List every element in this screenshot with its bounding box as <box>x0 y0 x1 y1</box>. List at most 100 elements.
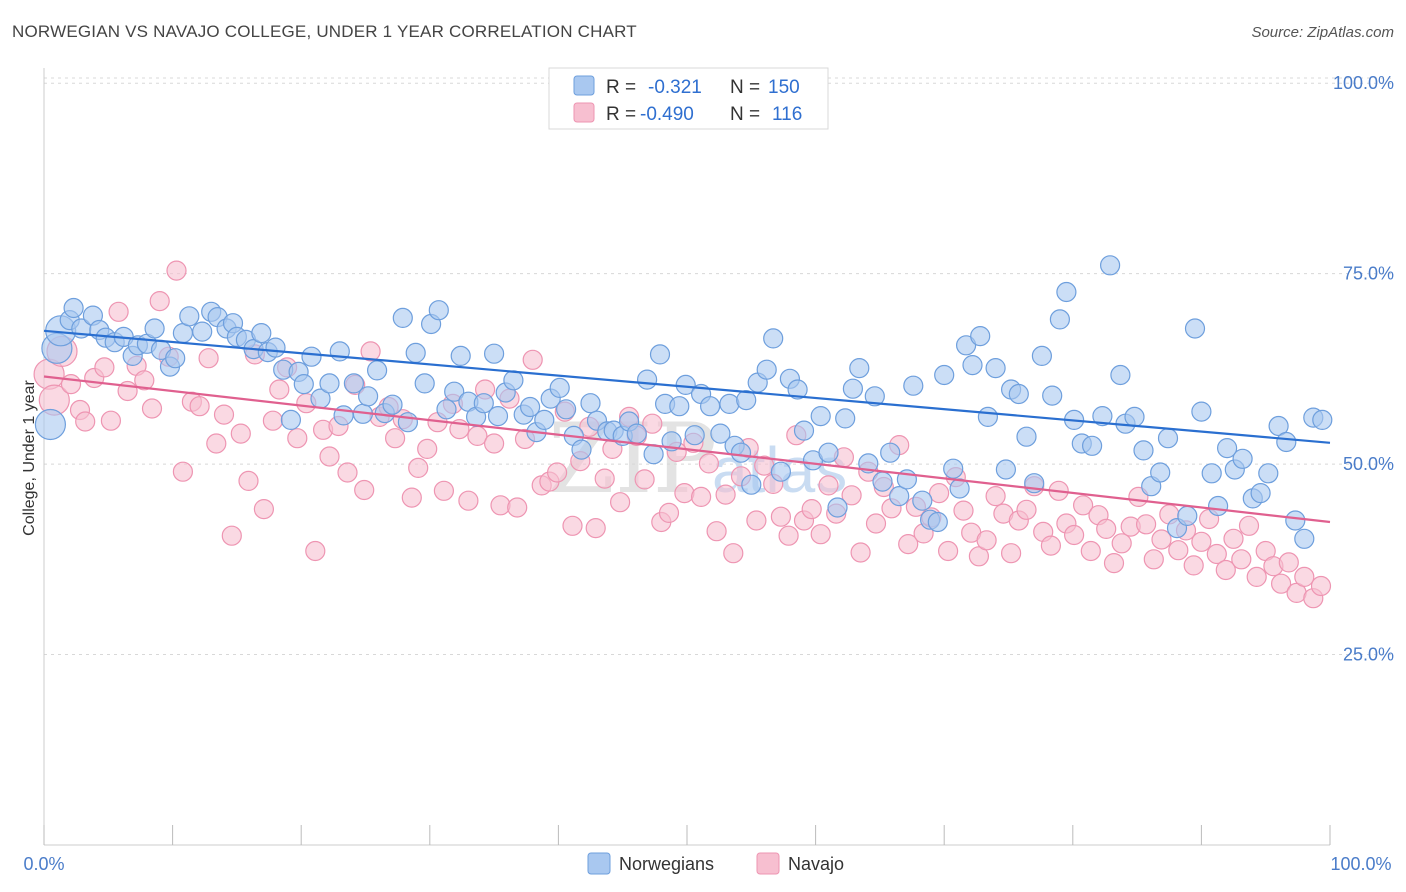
point-navajo-97 <box>818 475 839 496</box>
point-norwegians-150 <box>1191 401 1212 422</box>
point-norwegians-109 <box>864 386 885 407</box>
point-navajo-95 <box>801 499 822 520</box>
y-tick-label-75: 75.0% <box>1343 264 1394 284</box>
point-norwegians-118 <box>934 364 955 386</box>
point-navajo-17 <box>172 461 193 482</box>
point-navajo-111 <box>928 483 950 504</box>
point-norwegians-79 <box>643 444 664 465</box>
point-navajo-120 <box>1000 543 1022 564</box>
point-navajo-28 <box>262 410 283 431</box>
point-navajo-37 <box>337 462 358 483</box>
point-navajo-143 <box>1183 555 1204 576</box>
point-navajo-149 <box>1231 549 1252 570</box>
point-navajo-147 <box>1215 559 1236 581</box>
point-navajo-107 <box>898 533 919 555</box>
point-norwegians-134 <box>1056 281 1077 303</box>
point-norwegians-85 <box>684 425 705 446</box>
point-navajo-91 <box>770 506 792 527</box>
point-norwegians-17 <box>165 348 186 369</box>
bottom-legend-swatch-navajo <box>756 852 780 875</box>
point-navajo-20 <box>198 348 219 369</box>
point-navajo-125 <box>1040 535 1062 556</box>
point-navajo-154 <box>1270 573 1292 594</box>
point-navajo-139 <box>1151 529 1172 550</box>
point-norwegians-89 <box>719 393 740 414</box>
point-navajo-132 <box>1096 518 1117 540</box>
point-navajo-118 <box>985 486 1006 507</box>
point-navajo-81 <box>690 486 712 507</box>
point-navajo-7 <box>94 357 115 378</box>
point-norwegians-142 <box>1124 406 1145 427</box>
point-navajo-40 <box>360 341 381 362</box>
point-navajo-55 <box>484 433 505 454</box>
point-navajo-16 <box>166 260 187 281</box>
point-norwegians-43 <box>367 360 388 381</box>
point-norwegians-78 <box>636 369 658 390</box>
point-navajo-83 <box>706 521 727 542</box>
point-norwegians-49 <box>414 373 435 394</box>
point-norwegians-162 <box>1294 528 1315 549</box>
point-navajo-21 <box>206 433 227 454</box>
point-navajo-33 <box>305 540 326 562</box>
point-norwegians-57 <box>473 393 494 414</box>
point-norwegians-119 <box>943 458 964 479</box>
point-navajo-88 <box>746 510 767 531</box>
point-navajo-65 <box>562 515 583 536</box>
point-navajo-27 <box>253 499 274 520</box>
point-navajo-157 <box>1294 566 1315 588</box>
point-norwegians-158 <box>1258 463 1279 484</box>
point-navajo-68 <box>585 517 606 539</box>
x-tick-label-max: 100.0% <box>1330 854 1391 874</box>
y-tick-label-25: 25.0% <box>1343 645 1394 665</box>
point-norwegians-99 <box>787 379 808 400</box>
point-navajo-151 <box>1246 566 1267 588</box>
point-norwegians-102 <box>810 406 831 427</box>
point-navajo-133 <box>1103 552 1125 574</box>
legend-r-value-navajo: -0.490 <box>640 104 694 125</box>
point-norwegians-71 <box>580 393 601 414</box>
point-norwegians-42 <box>358 386 379 407</box>
point-norwegians-18 <box>172 323 193 344</box>
legend-box <box>548 67 829 130</box>
point-norwegians-93 <box>741 474 762 495</box>
point-navajo-128 <box>1063 524 1085 546</box>
point-norwegians-138 <box>1092 406 1113 427</box>
point-norwegians-128 <box>1008 383 1029 405</box>
bottom-legend-swatch-norwegians <box>587 852 611 875</box>
point-norwegians-4 <box>63 297 84 319</box>
point-navajo-9 <box>108 301 129 322</box>
point-navajo-146 <box>1206 543 1227 565</box>
point-norwegians-132 <box>1042 385 1063 406</box>
bottom-legend-label-navajo: Navajo <box>788 854 844 874</box>
point-norwegians-53 <box>444 381 465 402</box>
point-navajo-96 <box>810 524 831 545</box>
point-norwegians-104 <box>827 497 848 518</box>
point-navajo-14 <box>149 291 170 312</box>
point-navajo-138 <box>1143 549 1164 570</box>
point-navajo-129 <box>1072 495 1094 516</box>
point-norwegians-59 <box>487 406 509 427</box>
point-norwegians-58 <box>484 343 505 364</box>
point-norwegians-34 <box>293 374 314 395</box>
point-norwegians-145 <box>1150 462 1171 483</box>
point-navajo-141 <box>1168 540 1189 561</box>
point-navajo-74 <box>634 469 655 490</box>
point-navajo-46 <box>408 457 429 478</box>
point-navajo-22 <box>213 404 235 425</box>
point-navajo-56 <box>490 495 511 516</box>
point-norwegians-126 <box>995 459 1017 480</box>
legend-n-label-navajo: N = <box>730 104 760 125</box>
point-navajo-103 <box>865 513 887 534</box>
point-navajo-71 <box>609 492 631 513</box>
x-ticks <box>43 825 1331 845</box>
point-navajo-92 <box>778 525 799 546</box>
chart-title: NORWEGIAN VS NAVAJO COLLEGE, UNDER 1 YEA… <box>12 22 637 41</box>
point-norwegians-164 <box>1312 409 1333 430</box>
point-navajo-85 <box>723 543 744 564</box>
point-navajo-19 <box>189 396 210 417</box>
point-norwegians-48 <box>405 342 426 363</box>
legend-r-label-navajo: R = <box>606 104 636 125</box>
point-navajo-130 <box>1080 540 1101 562</box>
point-norwegians-110 <box>872 471 893 492</box>
